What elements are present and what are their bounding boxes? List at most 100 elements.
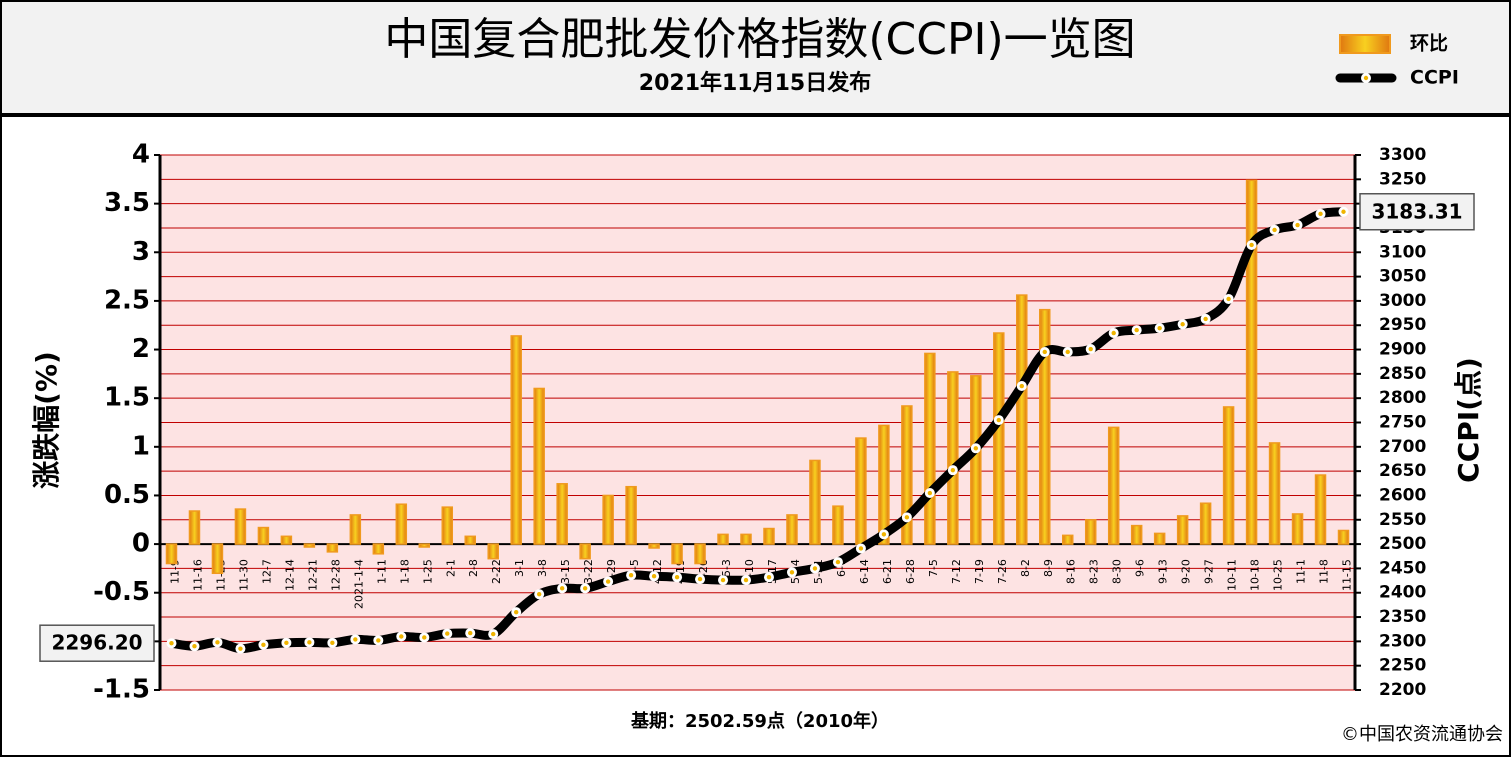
line-marker-center bbox=[835, 559, 841, 565]
line-marker-center bbox=[238, 646, 243, 651]
line-marker-center bbox=[491, 631, 496, 637]
bar bbox=[1107, 426, 1120, 545]
line-marker-center bbox=[1019, 383, 1024, 389]
x-tick-label: 1-11 bbox=[375, 559, 388, 584]
legend-marker-center bbox=[1363, 75, 1369, 81]
bar bbox=[786, 514, 798, 545]
chart-subtitle: 2021年11月15日发布 bbox=[639, 70, 871, 96]
line-marker-center bbox=[1134, 327, 1139, 333]
line-marker-center bbox=[536, 591, 542, 597]
line-marker-center bbox=[1318, 211, 1323, 217]
y-axis-title: 涨跌幅(%) bbox=[30, 351, 63, 489]
x-tick-label: 1-18 bbox=[398, 559, 411, 584]
bar bbox=[1199, 502, 1212, 545]
bar bbox=[1291, 513, 1304, 545]
x-tick-label: 12-21 bbox=[306, 559, 319, 591]
x-tick-label: 6-28 bbox=[904, 559, 917, 584]
y-tick-label: 4 bbox=[132, 140, 150, 170]
line-marker-center bbox=[215, 640, 220, 645]
x-tick-label: 6-14 bbox=[858, 559, 871, 584]
line-marker-center bbox=[651, 573, 657, 579]
bar bbox=[464, 535, 476, 545]
x-tick-label: 2-22 bbox=[490, 559, 503, 584]
line-marker-center bbox=[192, 644, 197, 649]
x-tick-label: 2-8 bbox=[467, 559, 480, 577]
bar bbox=[280, 535, 293, 545]
y-tick-label: -1.5 bbox=[93, 675, 150, 705]
y-tick-label: 3 bbox=[132, 237, 150, 267]
line-marker-center bbox=[881, 532, 887, 537]
bar bbox=[1337, 529, 1350, 545]
y-tick-label: 2 bbox=[132, 334, 150, 364]
y2-tick-label: 2750 bbox=[1379, 413, 1426, 433]
line-marker-center bbox=[628, 573, 634, 578]
bar bbox=[372, 543, 385, 555]
x-tick-label: 2021-1-4 bbox=[352, 559, 365, 609]
bar bbox=[510, 335, 522, 545]
bar bbox=[188, 510, 201, 545]
bar bbox=[1268, 442, 1281, 545]
bar bbox=[970, 375, 982, 545]
bar bbox=[579, 543, 591, 560]
bar bbox=[1061, 534, 1074, 545]
x-tick-label: 10-25 bbox=[1272, 559, 1285, 591]
y2-tick-label: 2450 bbox=[1379, 558, 1426, 578]
y2-tick-label: 2250 bbox=[1379, 656, 1426, 676]
line-marker-center bbox=[1295, 222, 1300, 228]
line-marker-center bbox=[858, 546, 864, 551]
y2-tick-label: 3250 bbox=[1379, 169, 1426, 189]
y2-axis-title: CCPI(点) bbox=[1452, 357, 1485, 483]
y2-tick-label: 2800 bbox=[1379, 388, 1426, 408]
line-marker-center bbox=[996, 417, 1001, 423]
bar bbox=[602, 494, 614, 545]
line-marker-center bbox=[1111, 330, 1116, 336]
line-marker-center bbox=[1088, 346, 1093, 352]
x-tick-label: 3-8 bbox=[536, 559, 549, 577]
x-tick-label: 3-22 bbox=[582, 559, 595, 584]
x-tick-label: 2-1 bbox=[444, 559, 457, 577]
bar bbox=[326, 543, 339, 553]
bar bbox=[832, 505, 844, 545]
bar bbox=[648, 543, 660, 549]
legend-swatch bbox=[1339, 34, 1391, 54]
line-marker-center bbox=[1203, 316, 1208, 322]
y-tick-label: 1 bbox=[132, 431, 150, 461]
x-tick-label: 1-25 bbox=[421, 559, 434, 584]
line-marker-center bbox=[376, 638, 381, 643]
bar bbox=[763, 527, 775, 545]
bar bbox=[924, 352, 936, 545]
line-marker-center bbox=[927, 490, 933, 496]
x-tick-label: 8-23 bbox=[1088, 559, 1101, 584]
bar bbox=[1222, 406, 1235, 545]
line-marker-center bbox=[1249, 242, 1254, 248]
bar bbox=[878, 424, 890, 545]
x-tick-label: 7-19 bbox=[973, 559, 986, 584]
line-marker-center bbox=[1065, 349, 1070, 355]
y2-tick-label: 2500 bbox=[1379, 534, 1426, 554]
bar bbox=[1084, 519, 1097, 545]
line-marker-center bbox=[422, 635, 427, 640]
x-tick-label: 8-2 bbox=[1019, 559, 1032, 577]
bar bbox=[349, 514, 362, 545]
line-marker-center bbox=[904, 515, 910, 520]
line-marker-center bbox=[284, 640, 289, 646]
y2-tick-label: 2600 bbox=[1379, 485, 1426, 505]
line-marker-center bbox=[1042, 349, 1047, 355]
line-marker-center bbox=[261, 642, 266, 647]
line-marker-center bbox=[353, 637, 358, 642]
line-marker-center bbox=[950, 467, 956, 473]
y2-tick-label: 2550 bbox=[1379, 510, 1426, 530]
legend-label: 环比 bbox=[1410, 33, 1448, 55]
y2-tick-label: 2850 bbox=[1379, 364, 1426, 384]
x-tick-label: 5-3 bbox=[720, 559, 733, 577]
bar bbox=[165, 543, 178, 565]
bar bbox=[487, 543, 499, 560]
x-tick-label: 7-26 bbox=[996, 559, 1009, 584]
source: ©中国农资流通协会 bbox=[1341, 724, 1503, 745]
y2-tick-label: 2950 bbox=[1379, 315, 1426, 335]
bar bbox=[303, 543, 316, 548]
y2-tick-label: 2200 bbox=[1379, 680, 1426, 700]
line-marker-center bbox=[973, 446, 979, 451]
